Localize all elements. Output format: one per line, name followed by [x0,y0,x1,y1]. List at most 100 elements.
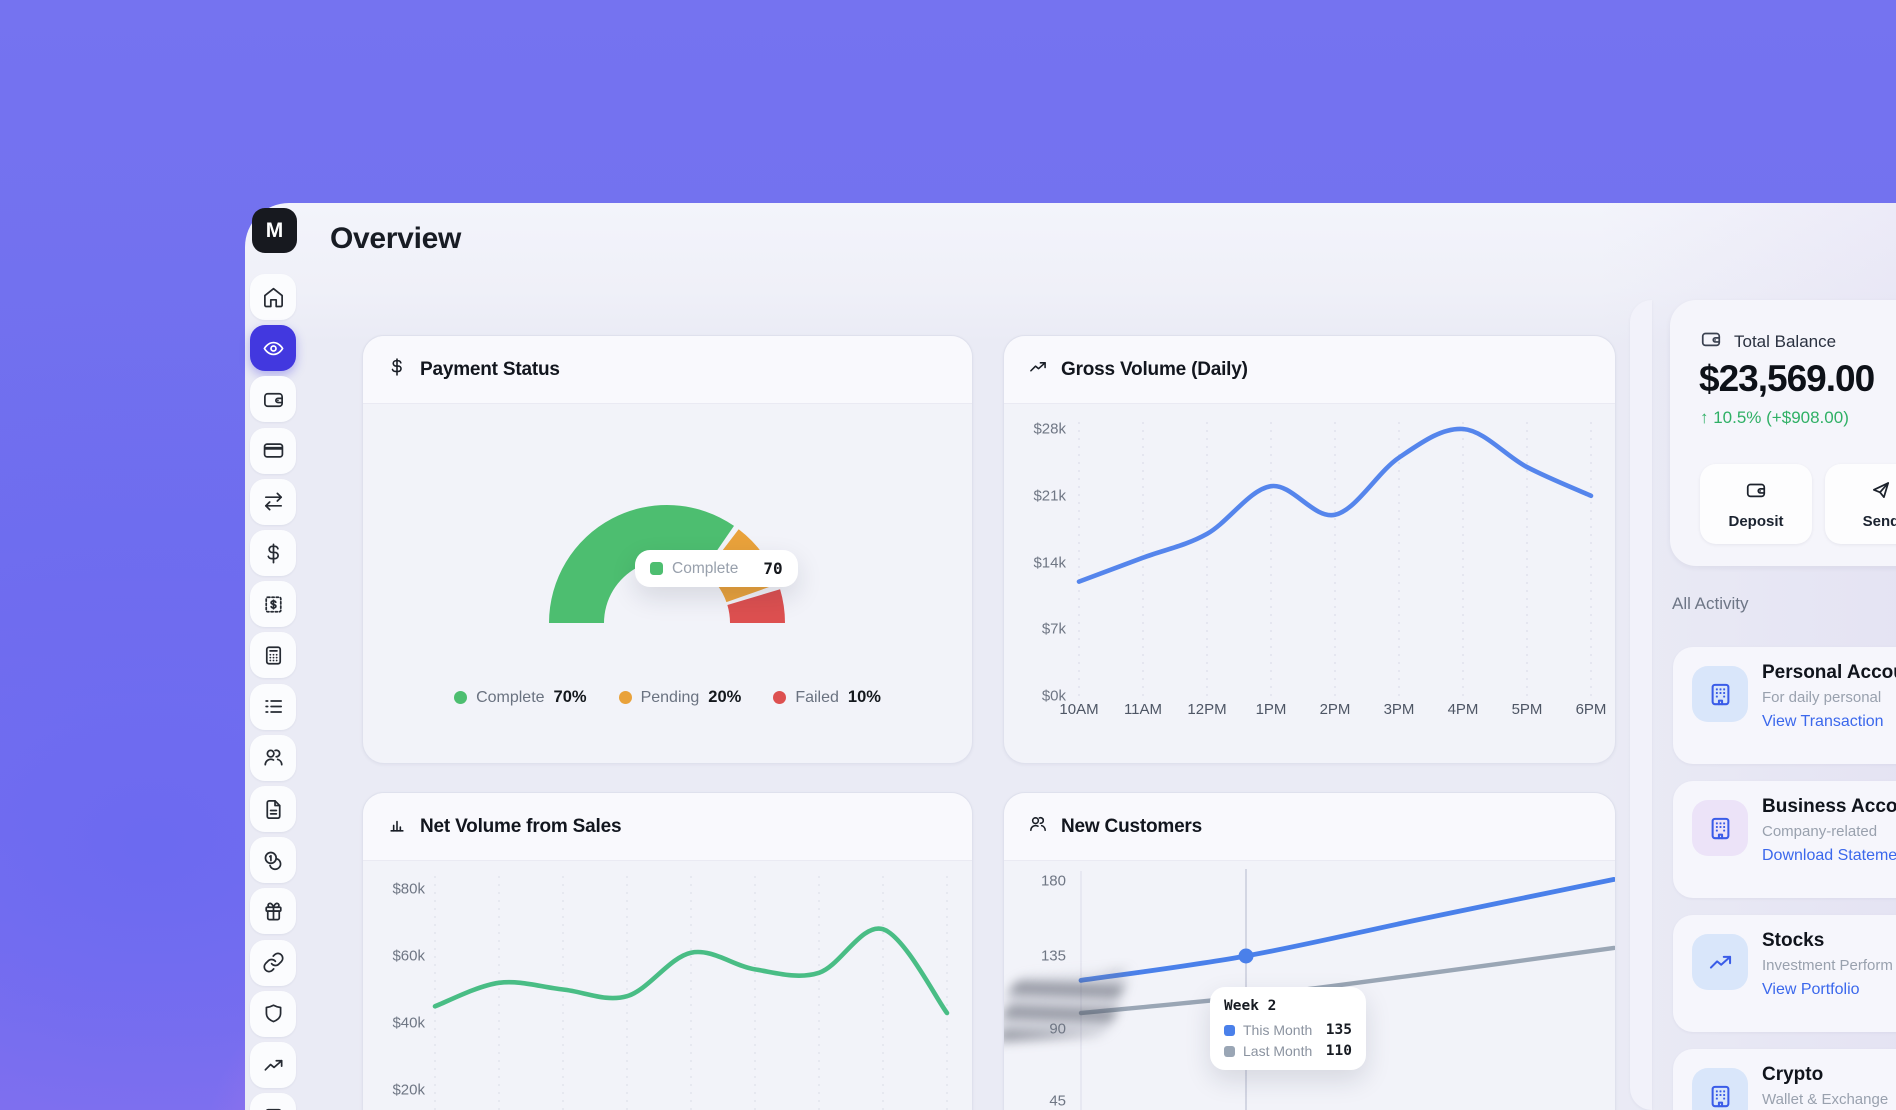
send-icon [1870,479,1892,505]
activity-title: Personal Account [1762,662,1896,683]
gross-volume-title: Gross Volume (Daily) [1061,358,1248,380]
activity-subtitle: Company-related [1762,823,1878,840]
legend-item-pending: Pending 20% [618,688,742,707]
activity-link[interactable]: View Portfolio [1762,981,1860,998]
wallet-icon [1745,479,1767,505]
new-customers-header: New Customers [1004,793,1615,861]
x-axis-tick: 10AM [1059,701,1099,718]
sidebar-item-home[interactable] [250,274,296,320]
sidebar-item-file-text[interactable] [250,786,296,832]
gauge-tooltip-label: Complete [672,559,739,577]
activity-link[interactable]: View Transaction [1762,713,1884,730]
app-logo: M [252,208,297,253]
wallet-icon [1700,328,1722,355]
building-icon [1692,1068,1748,1110]
gross-volume-header: Gross Volume (Daily) [1004,336,1615,404]
sidebar-item-shield[interactable] [250,990,296,1037]
activity-subtitle: For daily personal [1762,689,1882,706]
partial-card-edge [1630,300,1652,1110]
building-icon [1692,800,1748,856]
x-axis-tick: 3PM [1383,701,1415,718]
building-icon [1692,666,1748,722]
activity-card-crypto[interactable]: Crypto Wallet & Exchange [1673,1049,1896,1110]
sidebar-item-link[interactable] [250,939,296,986]
gross-volume-line-chart [1076,422,1594,700]
activity-subtitle: Wallet & Exchange [1762,1091,1889,1108]
legend-value: 20% [708,688,742,706]
gross-volume-card: Gross Volume (Daily) $28k $21k $14k $7k $0k 1… [1003,335,1616,764]
sidebar-item-credit-card[interactable] [250,427,296,474]
legend-label: Complete [476,688,545,706]
total-balance-amount: $23,569.00 [1699,358,1875,399]
send-button[interactable]: Send [1825,464,1896,544]
activity-card-personal-account[interactable]: Personal Account For daily personal View T… [1673,647,1896,764]
y-axis-tick: $20k [392,1081,425,1099]
sidebar-item-archive[interactable] [250,1093,296,1110]
series-swatch [1224,1045,1235,1057]
balance-actions: Deposit Send [1700,464,1896,544]
legend-label: Pending [640,688,700,706]
total-balance-label: Total Balance [1734,331,1837,351]
gauge-tooltip: Complete 70 [635,550,798,587]
y-axis-tick: 180 [1040,872,1066,890]
gauge-legend: Complete 70% Pending 20% Failed 10% [363,688,972,707]
app-logo-letter: M [265,218,284,242]
sidebar-item-list[interactable] [250,683,296,730]
y-axis-tick: $28k [1033,420,1066,438]
sidebar-item-arrows-left-right[interactable] [250,478,296,525]
y-axis-tick: $21k [1033,487,1066,505]
y-axis-tick: $80k [392,880,425,898]
week-tooltip-row: This Month 135 [1224,1022,1352,1038]
activity-link[interactable]: Download Statement [1762,847,1896,864]
y-axis-tick: $7k [1041,620,1066,638]
week-tooltip-row: Last Month 110 [1224,1043,1352,1059]
sidebar-item-eye[interactable] [250,325,296,372]
y-axis-tick: 135 [1040,947,1066,965]
payment-status-body: Complete 70 Complete 70% Pending 20% Failed 1… [363,404,972,763]
legend-label: Failed [795,688,839,706]
series-label: This Month [1243,1022,1313,1038]
new-customers-card: New Customers Week 2 This Month 135 Last M… [1003,792,1616,1110]
legend-dot [773,691,787,704]
sidebar-item-users[interactable] [250,734,296,781]
y-axis-tick: $0k [1041,687,1066,705]
sidebar-item-wallet[interactable] [250,376,296,423]
deposit-button[interactable]: Deposit [1700,464,1812,544]
net-volume-card: Net Volume from Sales $80k $60k $40k $20k [362,792,973,1110]
series-value: 110 [1325,1043,1352,1059]
legend-dot [618,691,632,704]
activity-title: Stocks [1762,930,1825,951]
net-volume-line-chart [432,876,950,1110]
legend-dot [454,691,468,704]
gross-volume-body: $28k $21k $14k $7k $0k 10AM 11AM 12PM 1PM 2PM 3PM 4… [1004,404,1615,763]
activity-subtitle: Investment Perform [1762,957,1893,974]
send-button-label: Send [1862,512,1896,530]
y-axis-tick: $60k [392,947,425,965]
sidebar-item-trending-up[interactable] [250,1042,296,1088]
total-balance-card: Total Balance $23,569.00 ↑ 10.5% (+$908.… [1670,300,1896,566]
y-axis-tick: 90 [1049,1020,1066,1038]
activity-title: Business Account [1762,796,1896,817]
sidebar-item-calculator[interactable] [250,632,296,679]
payment-status-card: Payment Status Complete 70 Complete 70% Pe… [362,335,973,764]
sidebar-item-gift[interactable] [250,888,296,935]
y-axis-tick: 45 [1049,1092,1066,1110]
legend-value: 70% [553,688,587,706]
sidebar-item-receipt-dollar[interactable] [250,581,296,628]
legend-item-failed: Failed 10% [773,688,881,707]
bar-chart-icon [387,814,407,839]
trending-up-icon [1028,357,1048,382]
page-title: Overview [330,222,462,255]
x-axis-tick: 6PM [1575,701,1607,718]
activity-card-business-account[interactable]: Business Account Company-related Download … [1673,781,1896,898]
x-axis-tick: 1PM [1255,701,1287,718]
activity-card-stocks[interactable]: Stocks Investment Perform View Portfolio [1673,915,1896,1032]
x-axis-tick: 2PM [1319,701,1351,718]
sidebar-item-dollar-sign[interactable] [250,530,296,576]
x-axis-tick: 5PM [1511,701,1543,718]
payment-status-header: Payment Status [363,336,972,404]
sidebar-item-coins[interactable] [250,837,296,884]
week-tooltip: Week 2 This Month 135 Last Month 110 [1210,987,1366,1070]
series-value: 135 [1325,1022,1352,1038]
